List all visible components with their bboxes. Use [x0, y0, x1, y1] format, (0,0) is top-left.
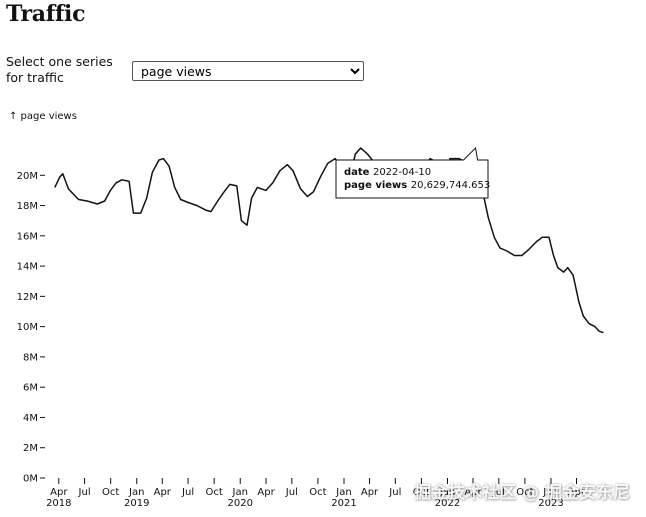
x-tick-label: Jul [285, 487, 298, 498]
series-select[interactable]: page views [132, 61, 364, 81]
tooltip-date-label: date [344, 167, 373, 178]
series-select-label: Select one series for traffic [6, 54, 113, 85]
x-tick-label: Oct [206, 487, 223, 498]
x-tick-label: Jan [335, 487, 351, 498]
x-tick-label: Jan [439, 487, 455, 498]
x-tick-label: Apr [568, 487, 586, 498]
y-tick-label: 14M [17, 262, 38, 273]
x-tick-label: Oct [413, 487, 430, 498]
tooltip-box [335, 146, 489, 199]
y-tick-label: 18M [17, 201, 38, 212]
x-tick-label: Jul [78, 487, 91, 498]
x-tick-label: Apr [464, 487, 482, 498]
y-tick-label: 2M [23, 443, 38, 454]
y-tick-label: 0M [23, 474, 38, 485]
y-tick-label: 16M [17, 231, 38, 242]
x-tick-year-label: 2021 [331, 498, 356, 509]
tooltip: date 2022-04-10 page views 20,629,744.653 [335, 146, 490, 199]
x-tick-label: Jul [492, 487, 505, 498]
x-tick-label: Jul [388, 487, 401, 498]
y-tick-label: 6M [23, 383, 38, 394]
x-tick-label: Apr [361, 487, 379, 498]
x-tick-label: Oct [309, 487, 326, 498]
series-line-page-views [54, 147, 604, 334]
tooltip-value: page views 20,629,744.653 [344, 180, 490, 191]
page-title: Traffic [6, 1, 86, 27]
tooltip-value-label: page views [344, 180, 411, 191]
x-tick-year-label: 2019 [124, 498, 149, 509]
x-tick-label: Jan [542, 487, 558, 498]
x-tick-label: Apr [257, 487, 275, 498]
y-tick-label: 10M [17, 322, 38, 333]
x-tick-year-label: 2023 [538, 498, 563, 509]
x-tick-year-label: 2020 [228, 498, 253, 509]
x-tick-label: Jan [128, 487, 144, 498]
x-tick-label: Oct [516, 487, 533, 498]
y-axis-label: ↑ page views [9, 111, 77, 122]
y-tick-label: 4M [23, 413, 38, 424]
line-chart: ↑ page views 0M 2M 4M 6M 8M 10M 12M 14M 16M 18M 20M… [9, 111, 604, 509]
x-tick-label: Jul [181, 487, 194, 498]
tooltip-date-value: 2022-04-10 [373, 167, 431, 178]
y-tick-label: 12M [17, 292, 38, 303]
x-tick-label: Apr [154, 487, 172, 498]
y-tick-label: 20M [17, 171, 38, 182]
y-tick-label: 8M [23, 352, 38, 363]
tooltip-value-value: 20,629,744.653 [411, 180, 491, 191]
x-tick-label: Oct [102, 487, 119, 498]
tooltip-date: date 2022-04-10 [344, 167, 431, 178]
x-tick-label: Apr [50, 487, 68, 498]
x-tick-label: Jan [232, 487, 248, 498]
x-tick-year-label: 2022 [435, 498, 460, 509]
x-tick-year-label: 2018 [46, 498, 71, 509]
